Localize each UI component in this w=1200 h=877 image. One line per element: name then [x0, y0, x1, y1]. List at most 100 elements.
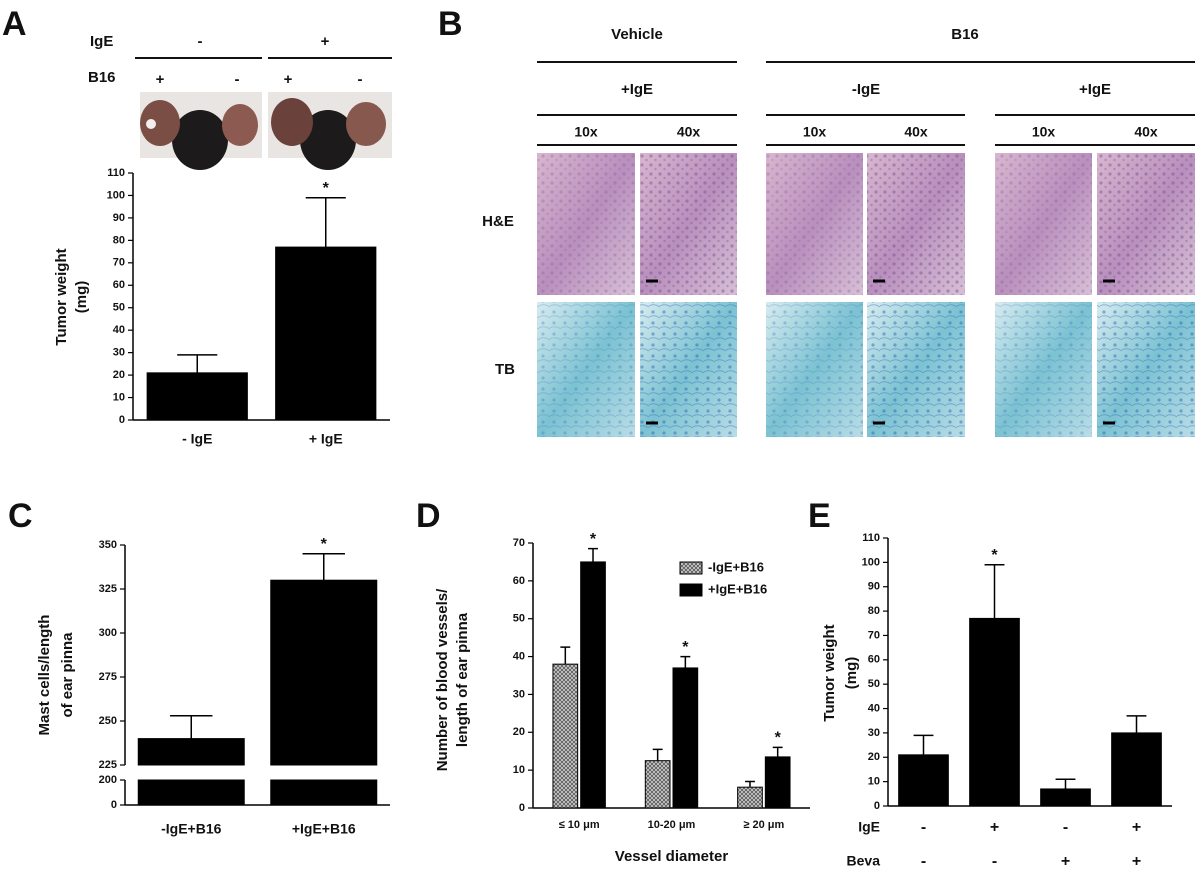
panel-label: C: [8, 497, 33, 535]
y-tick-label: 0: [111, 799, 117, 811]
bar: [737, 786, 763, 809]
micrograph-texture: [537, 302, 635, 437]
y-tick-label: 30: [868, 727, 880, 739]
micrograph-texture: [766, 302, 863, 437]
y-tick-label: 10: [513, 764, 525, 776]
magnification-label: 10x: [1032, 124, 1056, 140]
y-tick-label: 30: [113, 347, 125, 359]
error-bar: [1055, 778, 1076, 789]
factor-level: +: [321, 33, 330, 50]
micrograph-texture: [1097, 302, 1195, 437]
mouse-photo: [268, 92, 392, 170]
y-tick-label: 70: [868, 629, 880, 641]
bar: [1040, 788, 1091, 807]
error-bar: [652, 748, 663, 761]
error-bar: [984, 564, 1005, 619]
significance-mark: *: [991, 547, 998, 564]
y-tick-label: 100: [862, 556, 880, 568]
error-bar: [305, 196, 346, 248]
x-tick-label: ≥ 20 μm: [743, 819, 784, 831]
factor-name: Beva: [847, 853, 881, 869]
y-tick-label: 10: [113, 391, 125, 403]
y-tick-label: 50: [868, 678, 880, 690]
y-axis-label: Tumor weight: [53, 248, 70, 345]
bar: [270, 579, 378, 766]
error-bar: [1126, 715, 1147, 733]
y-tick-label: 0: [119, 414, 125, 426]
legend-swatch: [679, 583, 703, 597]
factor-name: IgE: [90, 33, 113, 50]
mouse-photo: [140, 92, 262, 170]
bar: [275, 246, 377, 421]
factor-level: +: [284, 71, 293, 88]
bar: [270, 779, 378, 806]
factor-name: IgE: [858, 819, 880, 835]
stain-label: H&E: [482, 213, 514, 230]
y-tick-label: 200: [99, 774, 117, 786]
y-tick-label: 60: [113, 279, 125, 291]
y-axis-label: Number of blood vessels/: [434, 588, 451, 771]
factor-level: -: [235, 71, 240, 88]
bar: [898, 754, 949, 807]
y-tick-label: 20: [868, 751, 880, 763]
micrograph-texture: [766, 153, 863, 295]
factor-level: -: [921, 853, 926, 870]
y-axis-label: (mg): [73, 281, 90, 314]
y-tick-label: 10: [868, 776, 880, 788]
y-tick-label: 20: [513, 726, 525, 738]
micrograph-panel: Vehicle B16 +IgE -IgE +IgE H&E TB 10x 40x…: [482, 26, 1195, 437]
x-tick-label: -IgE+B16: [161, 821, 222, 837]
y-tick-label: 20: [113, 369, 125, 381]
error-bar: [588, 547, 598, 562]
factor-level: -: [992, 853, 997, 870]
micrograph-texture: [995, 153, 1092, 295]
magnification-label: 10x: [574, 124, 598, 140]
error-bar: [560, 646, 571, 665]
group-label: B16: [951, 26, 979, 43]
bar: [644, 760, 671, 809]
y-tick-label: 325: [99, 583, 117, 595]
panel-label: E: [808, 497, 831, 535]
panel-label: D: [416, 497, 441, 535]
bar: [764, 756, 791, 809]
x-tick-label: ≤ 10 μm: [559, 819, 600, 831]
group-label: Vehicle: [611, 26, 663, 43]
significance-mark: *: [590, 531, 597, 548]
legend-label: -IgE+B16: [708, 559, 764, 574]
stain-label: TB: [495, 361, 515, 378]
magnification-label: 40x: [1134, 124, 1158, 140]
y-tick-label: 50: [513, 613, 525, 625]
factor-level: -: [921, 819, 926, 836]
y-tick-label: 40: [868, 702, 880, 714]
y-tick-label: 40: [513, 650, 525, 662]
y-tick-label: 100: [107, 189, 125, 201]
micrograph-texture: [995, 302, 1092, 437]
significance-mark: *: [323, 180, 330, 197]
magnification-label: 10x: [803, 124, 827, 140]
y-tick-label: 110: [107, 167, 125, 179]
y-tick-label: 80: [113, 234, 125, 246]
x-tick-label: 10-20 μm: [648, 819, 696, 831]
bar: [137, 779, 245, 806]
y-tick-label: 40: [113, 324, 125, 336]
y-tick-label: 70: [113, 257, 125, 269]
y-tick-label: 90: [113, 212, 125, 224]
treatment-label: -IgE: [852, 81, 880, 98]
micrograph-texture: [640, 153, 737, 295]
factor-level: -: [1063, 819, 1068, 836]
y-tick-label: 50: [113, 302, 125, 314]
y-axis-label: length of ear pinna: [454, 612, 471, 747]
error-bar: [680, 655, 691, 668]
y-tick-label: 80: [868, 605, 880, 617]
significance-mark: *: [321, 536, 328, 553]
micrograph-texture: [867, 302, 965, 437]
micrograph-texture: [640, 302, 737, 437]
bar: [552, 663, 579, 809]
y-tick-label: 225: [99, 759, 117, 771]
y-tick-label: 30: [513, 688, 525, 700]
micrograph-texture: [867, 153, 965, 295]
x-tick-label: - IgE: [182, 431, 212, 447]
factor-level: +: [1061, 853, 1070, 870]
y-axis-label: (mg): [843, 657, 860, 690]
